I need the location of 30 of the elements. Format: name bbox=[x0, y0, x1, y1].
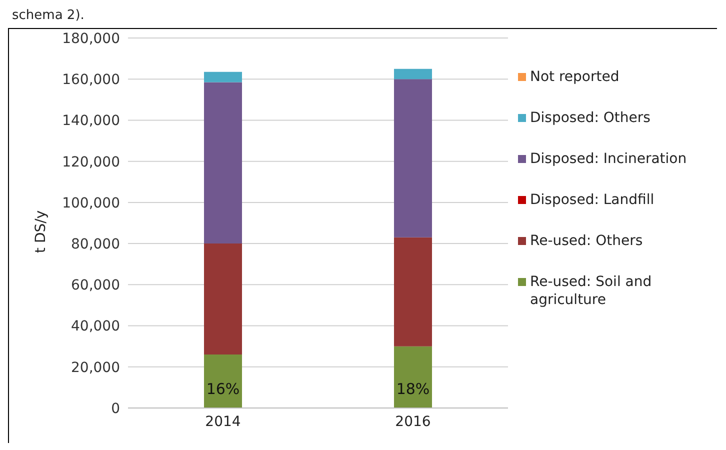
bar bbox=[394, 237, 432, 346]
annotation: 18% bbox=[396, 380, 430, 398]
bar bbox=[394, 346, 432, 408]
legend-label: Re-used: Others bbox=[530, 232, 643, 250]
x-tick-label: 2014 bbox=[205, 414, 241, 430]
bar bbox=[204, 82, 242, 244]
legend-label: Re-used: Soil and agriculture bbox=[530, 273, 653, 309]
bar bbox=[204, 72, 242, 82]
x-tick-label: 2016 bbox=[395, 414, 431, 430]
y-tick-label: 120,000 bbox=[62, 154, 120, 170]
annotation: 16% bbox=[206, 380, 240, 398]
y-tick-label: 0 bbox=[111, 400, 120, 417]
bar bbox=[394, 79, 432, 238]
y-tick-label: 60,000 bbox=[71, 278, 120, 294]
bar bbox=[204, 244, 242, 355]
bar bbox=[204, 354, 242, 408]
text: schema 2). bbox=[12, 8, 84, 24]
legend-label: Disposed: Others bbox=[530, 109, 650, 127]
y-axis-title: t DS/y bbox=[32, 210, 49, 253]
y-tick-label: 100,000 bbox=[62, 195, 120, 212]
legend-label: Disposed: Landfill bbox=[530, 191, 654, 209]
bar bbox=[394, 68, 432, 80]
legend-label: Disposed: Incineration bbox=[530, 150, 687, 168]
y-tick-label: 40,000 bbox=[71, 318, 120, 335]
y-tick-label: 20,000 bbox=[71, 360, 120, 376]
legend-label: Not reported bbox=[530, 68, 620, 86]
y-tick-label: 80,000 bbox=[71, 236, 120, 253]
y-tick-label: 180,000 bbox=[62, 30, 120, 47]
y-tick-label: 160,000 bbox=[62, 72, 120, 88]
y-tick-label: 140,000 bbox=[62, 113, 120, 130]
